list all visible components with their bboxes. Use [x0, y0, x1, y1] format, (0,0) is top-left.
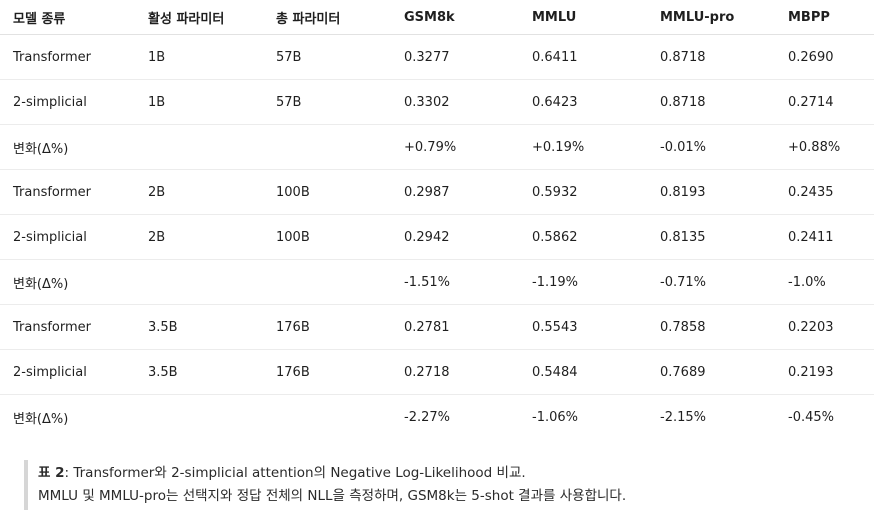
cell-mmlu-pro: 0.7858: [647, 304, 775, 350]
results-table: 모델 종류 활성 파라미터 총 파라미터 GSM8k MMLU MMLU-pro…: [0, 0, 874, 440]
caption-line-1: 표 2: Transformer와 2-simplicial attention…: [38, 462, 874, 485]
table-row: Transformer 3.5B 176B 0.2781 0.5543 0.78…: [0, 304, 874, 350]
cell-model-type: 변화(Δ%): [0, 259, 135, 305]
caption-line-2: MMLU 및 MMLU-pro는 선택지와 정답 전체의 NLL을 측정하며, …: [38, 488, 627, 504]
cell-active-params: 2B: [135, 169, 263, 215]
table-row: Transformer 1B 57B 0.3277 0.6411 0.8718 …: [0, 34, 874, 80]
cell-mbpp: 0.2193: [775, 349, 874, 395]
cell-mmlu: 0.5862: [519, 214, 647, 260]
cell-mmlu-pro: -0.71%: [647, 259, 775, 305]
cell-gsm8k: 0.3277: [391, 34, 519, 80]
cell-total-params: 176B: [263, 304, 391, 350]
cell-model-type: 2-simplicial: [0, 79, 135, 125]
cell-active-params: 2B: [135, 214, 263, 260]
cell-active-params: [135, 395, 263, 440]
cell-mmlu: 0.6411: [519, 34, 647, 80]
cell-model-type: 변화(Δ%): [13, 411, 69, 427]
header-model-type: 모델 종류: [0, 0, 135, 35]
cell-mbpp: 0.2411: [775, 214, 874, 260]
table-row-delta: 변화(Δ%) -1.51% -1.19% -0.71% -1.0%: [0, 259, 874, 305]
table-row: Transformer 2B 100B 0.2987 0.5932 0.8193…: [0, 169, 874, 215]
cell-gsm8k: -2.27%: [404, 409, 450, 425]
cell-gsm8k: +0.79%: [391, 124, 519, 170]
cell-active-params: 3.5B: [135, 349, 263, 395]
cell-mmlu: +0.19%: [519, 124, 647, 170]
cell-gsm8k: 0.2987: [391, 169, 519, 215]
cell-mmlu-pro: 0.7689: [647, 349, 775, 395]
cell-active-params: [135, 124, 263, 170]
cell-active-params: 1B: [135, 79, 263, 125]
cell-mmlu: 0.5543: [519, 304, 647, 350]
table-row: 2-simplicial 1B 57B 0.3302 0.6423 0.8718…: [0, 79, 874, 125]
cell-mbpp: 0.2690: [775, 34, 874, 80]
table-row: 2-simplicial 2B 100B 0.2942 0.5862 0.813…: [0, 214, 874, 260]
cell-mbpp: 0.2203: [775, 304, 874, 350]
cell-mmlu: 0.6423: [519, 79, 647, 125]
cell-total-params: 176B: [263, 349, 391, 395]
table-header-row: 모델 종류 활성 파라미터 총 파라미터 GSM8k MMLU MMLU-pro…: [0, 0, 874, 35]
cell-mbpp: 0.2435: [775, 169, 874, 215]
table-row-delta: 변화(Δ%) -2.27% -1.06% -2.15% -0.45%: [0, 395, 874, 440]
cell-mmlu-pro: 0.8718: [647, 79, 775, 125]
cell-model-type: Transformer: [0, 169, 135, 215]
cell-mmlu-pro: -2.15%: [660, 409, 706, 425]
cell-mbpp: 0.2714: [775, 79, 874, 125]
cell-total-params: 57B: [263, 79, 391, 125]
cell-gsm8k: 0.3302: [391, 79, 519, 125]
cell-mmlu: -1.06%: [532, 409, 578, 425]
cell-mbpp: +0.88%: [775, 124, 874, 170]
cell-model-type: Transformer: [0, 304, 135, 350]
cell-mmlu-pro: 0.8193: [647, 169, 775, 215]
cell-mbpp: -0.45%: [788, 409, 834, 425]
cell-gsm8k: 0.2942: [391, 214, 519, 260]
cell-gsm8k: 0.2781: [391, 304, 519, 350]
table-row: 2-simplicial 3.5B 176B 0.2718 0.5484 0.7…: [0, 349, 874, 395]
header-active-params: 활성 파라미터: [135, 0, 263, 35]
table-row-delta: 변화(Δ%) +0.79% +0.19% -0.01% +0.88%: [0, 124, 874, 170]
header-mbpp: MBPP: [775, 0, 874, 35]
cell-model-type: 변화(Δ%): [0, 124, 135, 170]
cell-gsm8k: 0.2718: [391, 349, 519, 395]
cell-mmlu: -1.19%: [519, 259, 647, 305]
cell-mmlu-pro: 0.8135: [647, 214, 775, 260]
cell-total-params: 100B: [263, 214, 391, 260]
cell-total-params: 100B: [263, 169, 391, 215]
caption-label: 표 2: [38, 465, 65, 481]
cell-mmlu-pro: 0.8718: [647, 34, 775, 80]
cell-active-params: [135, 259, 263, 305]
cell-mbpp: -1.0%: [775, 259, 874, 305]
header-mmlu: MMLU: [519, 0, 647, 35]
header-total-params: 총 파라미터: [263, 0, 391, 35]
cell-model-type: Transformer: [0, 34, 135, 80]
cell-total-params: 57B: [263, 34, 391, 80]
cell-mmlu-pro: -0.01%: [647, 124, 775, 170]
header-mmlu-pro: MMLU-pro: [647, 0, 775, 35]
cell-mmlu: 0.5932: [519, 169, 647, 215]
cell-model-type: 2-simplicial: [0, 214, 135, 260]
caption-line-1-text: : Transformer와 2-simplicial attention의 N…: [64, 465, 526, 481]
cell-gsm8k: -1.51%: [391, 259, 519, 305]
cell-model-type: 2-simplicial: [0, 349, 135, 395]
cell-total-params: [263, 395, 391, 440]
table-caption: 표 2: Transformer와 2-simplicial attention…: [24, 460, 874, 510]
cell-total-params: [263, 124, 391, 170]
cell-active-params: 3.5B: [135, 304, 263, 350]
header-gsm8k: GSM8k: [391, 0, 519, 35]
cell-mmlu: 0.5484: [519, 349, 647, 395]
results-table-container: 모델 종류 활성 파라미터 총 파라미터 GSM8k MMLU MMLU-pro…: [0, 0, 874, 440]
cell-active-params: 1B: [135, 34, 263, 80]
cell-total-params: [263, 259, 391, 305]
